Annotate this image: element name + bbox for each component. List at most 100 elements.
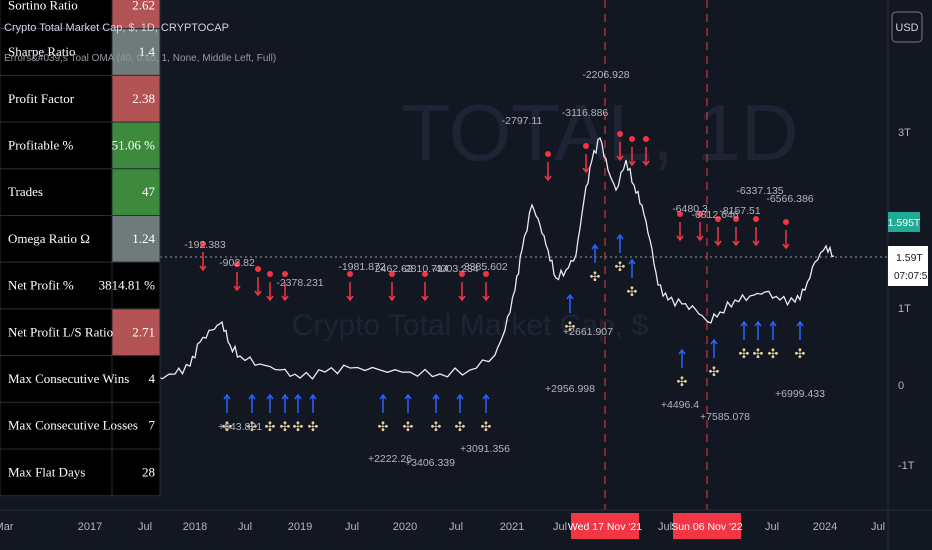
time-tick-label: 2018 xyxy=(183,521,207,533)
trade-label: -2797.11 xyxy=(502,115,543,127)
buy-icon: ✣ xyxy=(753,346,764,361)
price-tick-label: 3T xyxy=(898,127,911,139)
currency-label[interactable]: USD xyxy=(895,22,918,34)
buy-arrow xyxy=(616,233,624,253)
time-tick-label: Jul xyxy=(871,521,885,533)
sell-dot xyxy=(733,216,739,222)
cursor-price-badge xyxy=(888,246,928,286)
buy-icon: ✣ xyxy=(565,319,576,334)
stat-value: 1.4 xyxy=(139,44,156,59)
buy-icon: ✣ xyxy=(795,346,806,361)
sell-dot xyxy=(697,211,703,217)
stat-label: Profit Factor xyxy=(8,91,75,106)
countdown: 07:07:52 xyxy=(894,271,932,282)
stat-label: Max Flat Days xyxy=(8,464,85,479)
buy-icon: ✣ xyxy=(739,346,750,361)
buy-arrow xyxy=(432,393,440,413)
time-highlight: Wed 17 Nov '21 xyxy=(568,521,642,533)
time-tick-label: 2019 xyxy=(288,521,312,533)
sell-arrow xyxy=(346,282,354,302)
sell-dot xyxy=(617,131,623,137)
sell-arrow xyxy=(266,282,274,302)
stat-value: 2.62 xyxy=(132,0,155,12)
sell-dot xyxy=(715,216,721,222)
sell-arrow xyxy=(616,142,624,162)
stat-value: 2.71 xyxy=(132,324,155,339)
sell-dot xyxy=(483,271,489,277)
stat-value: 51.06 % xyxy=(112,137,156,152)
buy-icon: ✣ xyxy=(677,374,688,389)
trade-label: -192.383 xyxy=(184,239,226,251)
buy-icon: ✣ xyxy=(378,419,389,434)
time-tick-label: 2024 xyxy=(813,521,837,533)
buy-icon: ✣ xyxy=(455,419,466,434)
sell-arrow xyxy=(233,272,241,292)
stat-value: 3814.81 % xyxy=(99,278,156,293)
stat-label-cell xyxy=(0,401,113,450)
trade-label: -6480.3 xyxy=(672,203,708,215)
stat-label-cell xyxy=(0,28,113,76)
sell-arrow xyxy=(676,222,684,242)
stat-label-cell xyxy=(0,261,113,310)
time-tick-label: Jul xyxy=(238,521,252,533)
sell-dot xyxy=(422,271,428,277)
stat-label: Net Profit % xyxy=(8,278,74,293)
trade-label: +2956.998 xyxy=(545,383,595,395)
price-tick-label: -1T xyxy=(898,460,915,472)
sell-dot xyxy=(282,271,288,277)
time-tick-label: Jul xyxy=(658,521,672,533)
buy-icon: ✣ xyxy=(280,419,291,434)
sell-dot xyxy=(783,219,789,225)
buy-arrow xyxy=(740,320,748,340)
currency-button[interactable] xyxy=(891,11,923,43)
trade-label: +3091.356 xyxy=(460,443,510,455)
trade-label: -3385.602 xyxy=(460,261,507,273)
stat-label: Trades xyxy=(8,184,43,199)
buy-icon: ✣ xyxy=(247,419,258,434)
sell-dot xyxy=(267,271,273,277)
sell-arrow xyxy=(696,222,704,242)
symbol-title: Crypto Total Market Cap, $, 1D, CRYPTOCA… xyxy=(4,22,229,34)
stat-label: Profitable % xyxy=(8,137,74,152)
buy-arrow xyxy=(754,320,762,340)
last-price-badge xyxy=(888,212,920,232)
trade-label: -6812.646 xyxy=(691,209,738,221)
time-tick-label: 2020 xyxy=(393,521,417,533)
stat-label-cell xyxy=(0,74,113,123)
trade-label: -1981.872 xyxy=(338,261,385,273)
sell-dot xyxy=(629,136,635,142)
last-price: 1.595T xyxy=(888,217,921,229)
stat-value-cell xyxy=(111,261,161,310)
time-highlight-badge xyxy=(571,513,639,539)
stat-value: 4 xyxy=(149,371,156,386)
stat-value: 2.38 xyxy=(132,91,155,106)
price-series xyxy=(149,136,835,381)
buy-arrow xyxy=(796,320,804,340)
sell-arrow xyxy=(388,282,396,302)
sell-dot xyxy=(545,151,551,157)
trade-label: -2378.231 xyxy=(276,277,323,289)
buy-arrow xyxy=(266,393,274,413)
trade-label: -2810.714 xyxy=(401,263,448,275)
buy-arrow xyxy=(678,348,686,368)
price-tick-label: 1T xyxy=(898,303,911,315)
stat-value-cell xyxy=(111,448,161,497)
trade-label: +2661.907 xyxy=(563,326,613,338)
price-tick-label: 0 xyxy=(898,380,904,392)
buy-icon: ✣ xyxy=(293,419,304,434)
sell-arrow xyxy=(582,154,590,174)
stat-value-cell xyxy=(111,355,161,403)
sell-dot xyxy=(234,261,240,267)
sell-dot xyxy=(643,136,649,142)
trade-label: +643.821 xyxy=(218,421,262,433)
stat-value-cell xyxy=(111,28,161,76)
sell-arrow xyxy=(281,282,289,302)
stat-value-cell xyxy=(111,0,161,30)
time-tick-label: Mar xyxy=(0,521,14,533)
stat-value-cell xyxy=(111,215,161,263)
buy-icon: ✣ xyxy=(265,419,276,434)
sell-arrow xyxy=(732,227,740,247)
stat-label-cell xyxy=(0,448,113,497)
stat-value-cell xyxy=(111,168,161,217)
buy-icon: ✣ xyxy=(590,269,601,284)
